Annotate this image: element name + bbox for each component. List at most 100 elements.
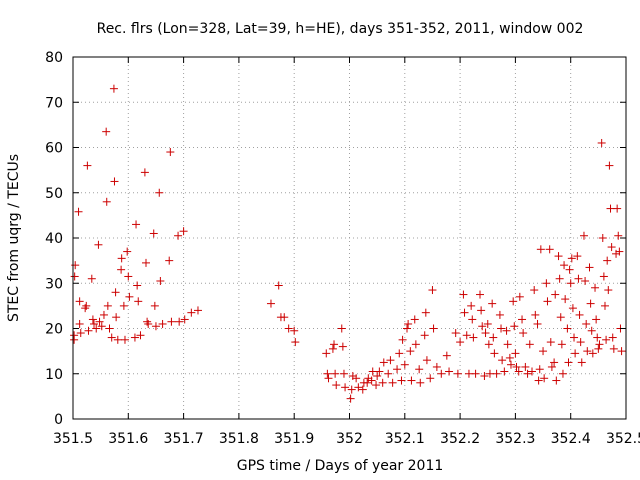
- data-point: [144, 319, 153, 328]
- data-point: [484, 340, 493, 349]
- data-point: [581, 276, 590, 285]
- data-point: [372, 381, 381, 390]
- data-point: [546, 338, 555, 347]
- data-point: [150, 301, 159, 310]
- data-point: [509, 297, 518, 306]
- data-point: [453, 369, 462, 378]
- data-point: [117, 254, 126, 263]
- data-point: [593, 333, 602, 342]
- data-point: [600, 301, 609, 310]
- data-point: [510, 322, 519, 331]
- data-point: [585, 263, 594, 272]
- data-point: [367, 376, 376, 385]
- y-tick-label: 70: [45, 95, 63, 111]
- x-tick-label: 351.7: [164, 431, 204, 447]
- data-point: [92, 324, 101, 333]
- data-point: [322, 349, 331, 358]
- data-point: [567, 254, 576, 263]
- data-point: [527, 367, 536, 376]
- data-point: [519, 329, 528, 338]
- y-tick-label: 40: [45, 231, 63, 247]
- data-point: [556, 313, 565, 322]
- data-point: [384, 369, 393, 378]
- data-point: [535, 365, 544, 374]
- data-point: [373, 372, 382, 381]
- data-point: [266, 299, 275, 308]
- data-point: [587, 326, 596, 335]
- data-point: [400, 360, 409, 369]
- chart-title: Rec. flrs (Lon=328, Lat=39, h=HE), days …: [97, 21, 584, 37]
- data-point: [477, 306, 486, 315]
- data-point: [557, 340, 566, 349]
- data-point: [332, 381, 341, 390]
- data-point: [75, 297, 84, 306]
- data-point: [324, 374, 333, 383]
- data-point: [284, 324, 293, 333]
- data-point: [592, 315, 601, 324]
- data-point: [543, 297, 552, 306]
- data-point: [352, 374, 361, 383]
- data-point: [445, 367, 454, 376]
- data-point: [175, 317, 184, 326]
- data-point: [415, 365, 424, 374]
- data-point: [406, 347, 415, 356]
- data-point: [124, 272, 133, 281]
- data-point: [346, 394, 355, 403]
- data-point: [506, 360, 515, 369]
- grid: [73, 57, 626, 419]
- data-point: [291, 338, 300, 347]
- y-tick-label: 60: [45, 141, 63, 157]
- data-point: [117, 265, 126, 274]
- data-point: [530, 286, 539, 295]
- data-point: [591, 283, 600, 292]
- data-point: [290, 326, 299, 335]
- data-point: [571, 349, 580, 358]
- data-point: [111, 288, 120, 297]
- data-point: [120, 335, 129, 344]
- data-point: [511, 349, 520, 358]
- data-point: [500, 367, 509, 376]
- data-point: [498, 356, 507, 365]
- data-point: [378, 378, 387, 387]
- x-tick-label: 352.2: [440, 431, 480, 447]
- data-point: [411, 340, 420, 349]
- data-point: [565, 265, 574, 274]
- data-point: [81, 304, 90, 313]
- data-point: [577, 358, 586, 367]
- data-point: [481, 329, 490, 338]
- data-point: [136, 331, 145, 340]
- data-point: [388, 378, 397, 387]
- data-point: [133, 281, 142, 290]
- data-point: [71, 261, 80, 270]
- data-point: [330, 340, 339, 349]
- data-point: [70, 272, 79, 281]
- data-point: [492, 369, 501, 378]
- y-tick-label: 0: [54, 412, 63, 428]
- data-point: [416, 378, 425, 387]
- data-point: [525, 340, 534, 349]
- data-point: [595, 340, 604, 349]
- data-point: [112, 313, 121, 322]
- data-point: [130, 333, 139, 342]
- data-point: [478, 322, 487, 331]
- data-point: [132, 220, 141, 229]
- x-tick-label: 352: [336, 431, 363, 447]
- data-point: [134, 297, 143, 306]
- data-point: [489, 333, 498, 342]
- y-tick-label: 50: [45, 186, 63, 202]
- data-point: [534, 376, 543, 385]
- x-tick-label: 351.9: [274, 431, 314, 447]
- data-point: [354, 383, 363, 392]
- axis-ticks: 351.5 351.6 351.7 351.8 351.9 352 352.1 352.2 35…: [45, 50, 640, 447]
- data-point: [594, 344, 603, 353]
- data-point: [497, 324, 506, 333]
- data-point: [573, 252, 582, 261]
- data-point: [469, 333, 478, 342]
- data-point: [495, 310, 504, 319]
- data-point: [564, 358, 573, 367]
- data-point: [151, 322, 160, 331]
- data-point: [83, 161, 92, 170]
- x-tick-label: 352.3: [495, 431, 535, 447]
- data-point: [614, 231, 623, 240]
- data-point: [503, 340, 512, 349]
